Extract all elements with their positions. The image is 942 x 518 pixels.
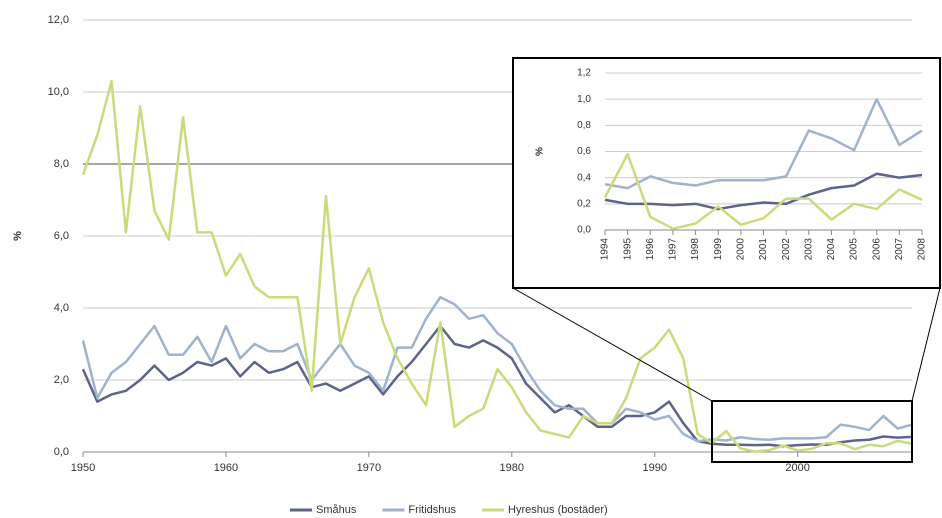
x-tick-label: 1990 (642, 462, 666, 474)
y-tick-label: 10,0 (48, 86, 69, 98)
x-tick-label: 2003 (803, 238, 814, 261)
x-tick-label: 2000 (735, 238, 746, 261)
legend-label: Småhus (316, 504, 357, 516)
y-tick-label: 1,2 (577, 68, 591, 79)
zoom-connector (911, 287, 941, 402)
x-tick-label: 2006 (871, 238, 882, 261)
x-tick-label: 1997 (668, 238, 679, 261)
y-tick-label: 8,0 (54, 158, 69, 170)
y-tick-label: 0,4 (577, 172, 591, 183)
y-tick-label: 0,2 (577, 198, 591, 209)
x-tick-label: 1950 (71, 462, 95, 474)
series-line (604, 172, 923, 211)
y-tick-label: 0,0 (54, 446, 69, 458)
x-tick-label: 2000 (785, 462, 809, 474)
y-axis-label: % (12, 231, 24, 241)
x-tick-label: 1995 (622, 238, 633, 261)
legend-label: Fritidshus (408, 504, 456, 516)
series-line (81, 295, 913, 443)
series-line (604, 97, 923, 190)
zoom-connector (512, 287, 713, 402)
x-tick-label: 2004 (826, 238, 837, 261)
x-tick-label: 1970 (357, 462, 381, 474)
x-tick-label: 1980 (500, 462, 524, 474)
series-line (81, 324, 913, 448)
inset-frame (512, 57, 941, 289)
series-line (603, 152, 923, 230)
x-tick-label: 2008 (917, 238, 928, 261)
y-tick-label: 12,0 (48, 14, 69, 26)
y-tick-label: 6,0 (54, 230, 69, 242)
zoom-box (711, 400, 913, 463)
y-tick-label: 0,8 (577, 120, 591, 131)
y-tick-label: 2,0 (54, 374, 69, 386)
y-tick-label: 4,0 (54, 302, 69, 314)
x-tick-label: 1994 (600, 238, 611, 261)
inset-chart: 0,0 0,2 0,4 0,6 0,8 1,0 1,2 1994 1995 1996 1997 199… (535, 68, 928, 261)
legend-label: Hyreshus (bostäder) (508, 504, 608, 516)
y-tick-label: 1,0 (577, 94, 591, 105)
x-tick-label: 2002 (781, 238, 792, 261)
main-chart: 0,0 2,0 4,0 6,0 8,0 10,0 12,0 1950 1960 1970 1980 1… (12, 14, 913, 516)
y-axis-label: % (535, 147, 546, 156)
y-tick-label: 0,6 (577, 146, 591, 157)
x-tick-label: 1960 (214, 462, 238, 474)
series-line (81, 79, 913, 453)
x-tick-label: 2001 (758, 238, 769, 261)
y-tick-label: 0,0 (577, 225, 591, 236)
x-tick-label: 1998 (690, 238, 701, 261)
x-tick-label: 1999 (713, 238, 724, 261)
x-tick-label: 2007 (894, 238, 905, 261)
x-tick-label: 1996 (645, 238, 656, 261)
x-tick-label: 2005 (849, 238, 860, 261)
